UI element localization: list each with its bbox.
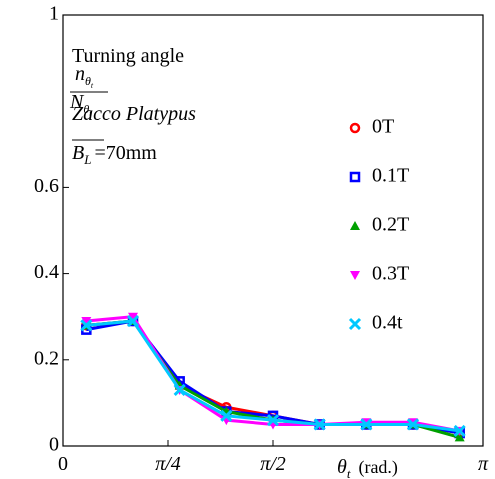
- legend-label: 0.3T: [372, 263, 409, 285]
- marker: [406, 418, 420, 431]
- marker: [454, 432, 465, 442]
- x-tick-label: 0: [58, 453, 68, 475]
- y-num-subsub: t: [91, 81, 94, 90]
- marker: [349, 122, 361, 134]
- y-den-sub: θ: [83, 102, 89, 116]
- y-tick-label: 0: [49, 434, 59, 456]
- y-label-num: nθt: [75, 63, 94, 90]
- marker: [128, 312, 138, 322]
- y-label-den: Nθt: [69, 91, 92, 118]
- marker: [126, 314, 140, 328]
- x-sub: t: [347, 466, 351, 479]
- marker: [348, 317, 362, 331]
- x-symbol: θ: [337, 456, 347, 478]
- marker: [81, 317, 92, 327]
- legend-label: 0.2T: [372, 214, 409, 236]
- marker: [313, 418, 326, 431]
- marker: [173, 383, 186, 397]
- marker: [350, 271, 360, 280]
- y-tick-label: 0.6: [34, 175, 59, 197]
- marker: [80, 319, 93, 332]
- marker: [350, 221, 360, 230]
- marker: [349, 171, 361, 183]
- legend-label: 0.1T: [372, 165, 409, 187]
- x-label: θt (rad.): [337, 456, 398, 479]
- plot-frame: [62, 14, 484, 447]
- y-tick-label: 1: [49, 3, 59, 25]
- marker: [266, 414, 280, 427]
- y-tick-label: 0.4: [34, 261, 59, 283]
- marker: [453, 424, 466, 437]
- param-symbol: B: [72, 142, 84, 164]
- annotation: Zacco Platypus: [72, 103, 196, 125]
- y-num: n: [75, 63, 85, 85]
- x-tick-label: π/2: [260, 453, 286, 475]
- y-num-sub: θ: [85, 74, 91, 88]
- y-den: N: [69, 91, 85, 113]
- x-unit: (rad.): [358, 457, 397, 478]
- marker: [220, 409, 233, 422]
- x-tick-label: π: [478, 453, 489, 475]
- x-tick-label: π/4: [155, 453, 181, 475]
- parameter: BL =70mm: [72, 142, 157, 167]
- y-den-subsub: t: [89, 109, 92, 118]
- y-tick-label: 0.2: [34, 347, 59, 369]
- legend-label: 0T: [372, 116, 394, 138]
- marker: [360, 418, 373, 431]
- param-text: =70mm: [94, 142, 157, 164]
- param-sub: L: [83, 152, 91, 167]
- annotation: Turning angle: [72, 45, 184, 67]
- legend-label: 0.4t: [372, 312, 403, 334]
